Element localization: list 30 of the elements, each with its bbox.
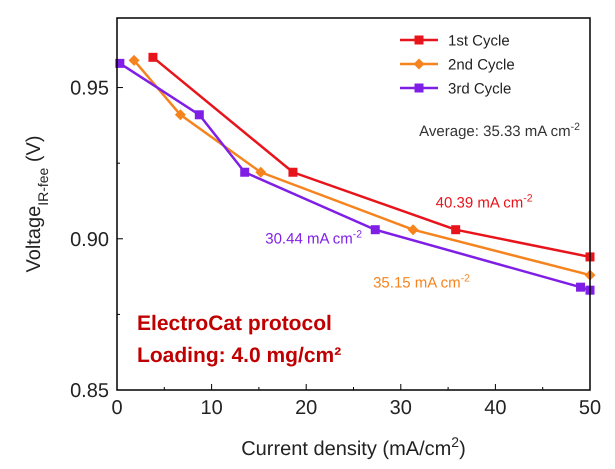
legend-label: 2nd Cycle [448,56,515,74]
point [288,168,298,177]
point [240,168,250,177]
y-tick-label: 0.85 [70,380,109,402]
x-tick-label: 0 [111,397,123,419]
point [451,225,460,234]
legend-label: 3rd Cycle [448,80,512,98]
point [408,224,419,236]
x-tick-label: 50 [578,397,602,419]
point [370,225,380,234]
x-tick-label: 40 [484,397,507,419]
legend-label: 1st Cycle [448,32,510,50]
annotation: Average: 35.33 mA cm$^{-2}$ [419,121,580,140]
x-tick-label: 10 [200,397,223,419]
y-tick-label: 0.90 [70,228,109,251]
x-tick-label: 30 [390,397,412,419]
x-axis-title: Current density (mA/cm$^{2}$) [241,434,466,460]
annotation: Loading: 4.0 mg/cm² [137,344,342,367]
point [128,54,140,66]
annotation: ElectroCat protocol [137,312,332,335]
point [576,282,586,292]
annotation: 30.44 mA cm$^{-2}$ [265,228,362,248]
annotation: 35.15 mA cm$^{-2}$ [373,272,470,292]
x-tick-label: 20 [295,397,318,419]
point [255,166,266,178]
point [194,110,204,120]
point [148,52,158,62]
point [174,109,186,120]
y-tick-label: 0.95 [70,78,109,100]
annotation: 40.39 mA cm$^{-2}$ [436,192,533,212]
